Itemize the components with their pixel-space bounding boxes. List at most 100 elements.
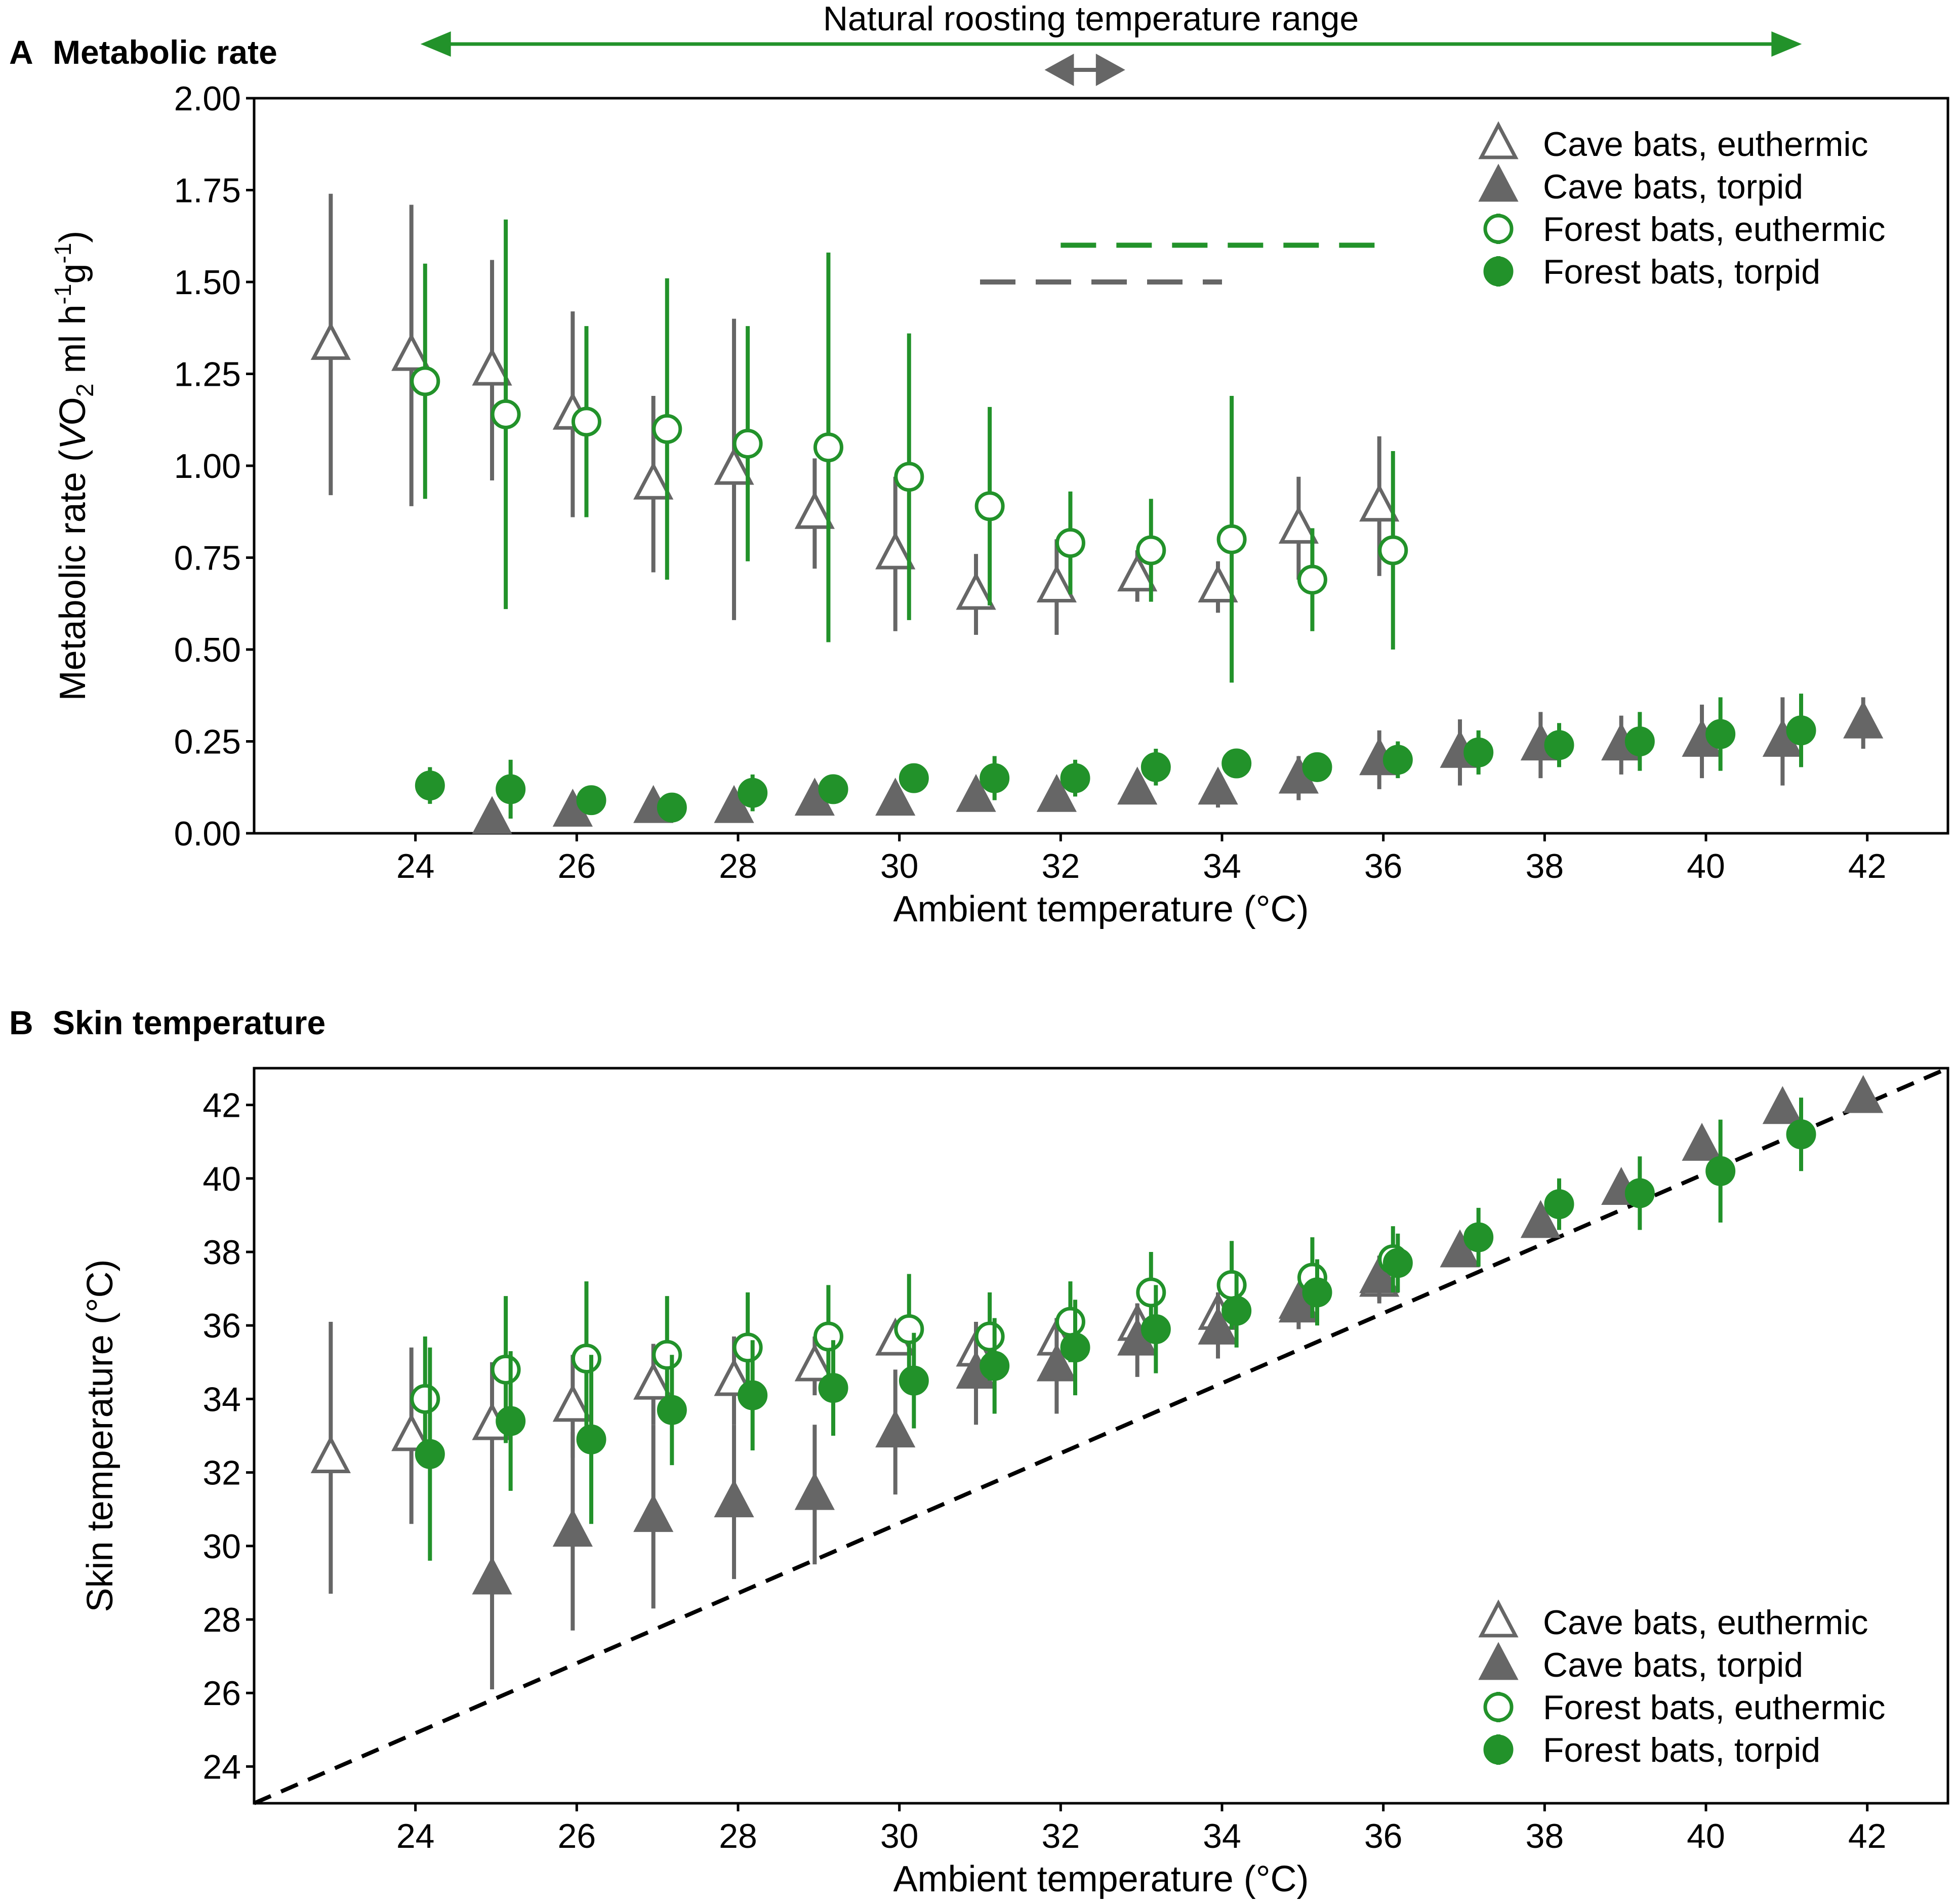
- b-x-tick-label-40: 40: [1687, 1817, 1725, 1855]
- b-legend-marker-cave-bats-euthermic: [1478, 1599, 1519, 1638]
- a-point-forest-bats-torpid-33: [1141, 752, 1171, 782]
- b-x-tick-label-28: 28: [719, 1817, 757, 1855]
- a-point-forest-bats-torpid-29: [818, 774, 848, 804]
- panel-b-xlabel: Ambient temperature (°C): [893, 1859, 1309, 1899]
- b-point-cave-bats-torpid-37: [1440, 1229, 1480, 1268]
- b-point-cave-bats-torpid-40: [1682, 1122, 1722, 1161]
- b-point-forest-bats-torpid-31: [980, 1351, 1010, 1381]
- a-legend-marker-forest-bats-euthermic: [1483, 214, 1514, 244]
- a-x-tick-label-24: 24: [396, 847, 435, 885]
- a-y-tick-label-8: 2.00: [174, 79, 241, 118]
- range-annotation: Natural roosting temperature range: [420, 0, 1802, 86]
- a-point-cave-bats-euthermic-36: [1359, 483, 1400, 522]
- b-point-forest-bats-torpid-41: [1786, 1119, 1816, 1150]
- b-y-tick-label-6: 36: [202, 1307, 241, 1345]
- a-point-forest-bats-torpid-38: [1544, 730, 1574, 760]
- b-point-cave-bats-torpid-28: [714, 1479, 754, 1518]
- b-point-forest-bats-torpid-30: [899, 1365, 929, 1396]
- a-x-tick-label-30: 30: [880, 847, 919, 885]
- b-point-forest-bats-torpid-37: [1463, 1222, 1494, 1252]
- a-point-forest-bats-torpid-27: [657, 792, 687, 823]
- a-point-cave-bats-euthermic-25: [472, 347, 512, 386]
- panel-b-ylabel: Skin temperature (°C): [80, 1259, 120, 1612]
- a-legend-label-cave-bats-euthermic: Cave bats, euthermic: [1543, 125, 1868, 164]
- b-point-cave-bats-torpid-35: [1278, 1284, 1319, 1323]
- a-legend-marker-forest-bats-torpid: [1483, 256, 1514, 287]
- panel-a-reference-lines: [980, 242, 1383, 285]
- a-y-tick-label-0: 0.00: [174, 815, 241, 853]
- a-y-tick-label-6: 1.50: [174, 263, 241, 302]
- panel-a-plot-frame: [253, 97, 1949, 835]
- b-point-forest-bats-euthermic-29: [813, 1321, 843, 1352]
- b-x-tick-label-24: 24: [396, 1817, 435, 1855]
- panel-a-xlabel: Ambient temperature (°C): [893, 889, 1309, 929]
- b-point-forest-bats-torpid-26: [576, 1424, 606, 1454]
- a-point-cave-bats-euthermic-31: [956, 572, 996, 610]
- b-point-cave-bats-torpid-32: [1036, 1343, 1077, 1382]
- b-legend-marker-cave-bats-torpid: [1478, 1642, 1519, 1680]
- panel-b-data-marks: [310, 1075, 1884, 1689]
- b-point-forest-bats-euthermic-34: [1216, 1270, 1247, 1300]
- a-point-cave-bats-euthermic-24: [391, 333, 432, 371]
- b-point-cave-bats-torpid-30: [875, 1409, 916, 1448]
- a-point-cave-bats-torpid-32: [1036, 774, 1077, 812]
- b-point-forest-bats-torpid-28: [738, 1380, 768, 1410]
- b-y-tick-label-2: 28: [202, 1601, 241, 1639]
- range-arrow-green-head-right: [1771, 31, 1802, 57]
- b-legend-marker-forest-bats-torpid: [1483, 1734, 1514, 1765]
- panel-a-letter: A: [9, 33, 33, 71]
- a-point-forest-bats-euthermic-27: [652, 414, 682, 444]
- b-point-forest-bats-torpid-27: [657, 1395, 687, 1425]
- b-point-forest-bats-euthermic-27: [652, 1340, 682, 1370]
- a-point-forest-bats-euthermic-28: [732, 428, 763, 459]
- b-identity-line: [253, 1066, 1949, 1805]
- a-x-tick-label-40: 40: [1687, 847, 1725, 885]
- b-point-cave-bats-euthermic-29: [794, 1343, 835, 1382]
- a-point-forest-bats-euthermic-33: [1136, 535, 1166, 565]
- b-y-tick-label-0: 24: [202, 1748, 241, 1786]
- a-point-forest-bats-torpid-30: [899, 763, 929, 793]
- a-series-forest-bats-euthermic: [410, 219, 1408, 683]
- a-legend-label-forest-bats-euthermic: Forest bats, euthermic: [1543, 210, 1885, 249]
- panel-b-legend: Cave bats, euthermic Cave bats, torpid For…: [1478, 1599, 1885, 1769]
- b-x-tick-label-30: 30: [880, 1817, 919, 1855]
- b-point-forest-bats-euthermic-30: [894, 1314, 924, 1344]
- b-legend-label-forest-bats-torpid: Forest bats, torpid: [1543, 1731, 1820, 1769]
- b-point-forest-bats-torpid-40: [1705, 1156, 1736, 1186]
- b-point-forest-bats-torpid-39: [1624, 1178, 1655, 1208]
- a-y-tick-label-3: 0.75: [174, 539, 241, 578]
- a-point-forest-bats-torpid-35: [1302, 752, 1332, 782]
- a-point-forest-bats-torpid-40: [1705, 719, 1736, 749]
- b-point-forest-bats-torpid-24: [415, 1439, 445, 1469]
- b-series-forest-bats-torpid: [415, 1098, 1816, 1561]
- a-x-tick-label-34: 34: [1203, 847, 1241, 885]
- a-series-forest-bats-torpid: [415, 694, 1816, 823]
- b-point-cave-bats-torpid-27: [633, 1494, 674, 1532]
- b-point-cave-bats-euthermic-27: [633, 1361, 674, 1400]
- b-point-forest-bats-torpid-34: [1221, 1295, 1252, 1326]
- a-point-forest-bats-euthermic-34: [1216, 524, 1247, 554]
- b-series-forest-bats-euthermic: [410, 1226, 1408, 1462]
- a-point-cave-bats-euthermic-23: [310, 321, 351, 360]
- b-point-cave-bats-torpid-26: [552, 1509, 593, 1547]
- a-point-forest-bats-euthermic-31: [974, 491, 1005, 521]
- a-x-tick-label-36: 36: [1364, 847, 1403, 885]
- a-point-cave-bats-euthermic-28: [714, 447, 754, 485]
- a-point-forest-bats-torpid-39: [1624, 726, 1655, 756]
- a-point-forest-bats-euthermic-30: [894, 462, 924, 492]
- b-point-cave-bats-euthermic-26: [552, 1384, 593, 1422]
- a-legend-marker-cave-bats-torpid: [1478, 164, 1519, 202]
- b-point-forest-bats-euthermic-32: [1055, 1307, 1085, 1337]
- b-x-tick-label-32: 32: [1042, 1817, 1080, 1855]
- b-x-tick-label-38: 38: [1526, 1817, 1564, 1855]
- range-arrow-gray-head-right: [1095, 54, 1125, 86]
- a-point-cave-bats-euthermic-35: [1278, 505, 1319, 544]
- a-point-cave-bats-torpid-25: [472, 796, 512, 834]
- a-point-cave-bats-torpid-28: [714, 785, 754, 823]
- a-point-cave-bats-euthermic-27: [633, 461, 674, 500]
- a-point-forest-bats-torpid-28: [738, 778, 768, 808]
- b-y-tick-label-9: 42: [202, 1086, 241, 1125]
- a-x-tick-label-38: 38: [1526, 847, 1564, 885]
- range-annotation-label: Natural roosting temperature range: [823, 0, 1359, 38]
